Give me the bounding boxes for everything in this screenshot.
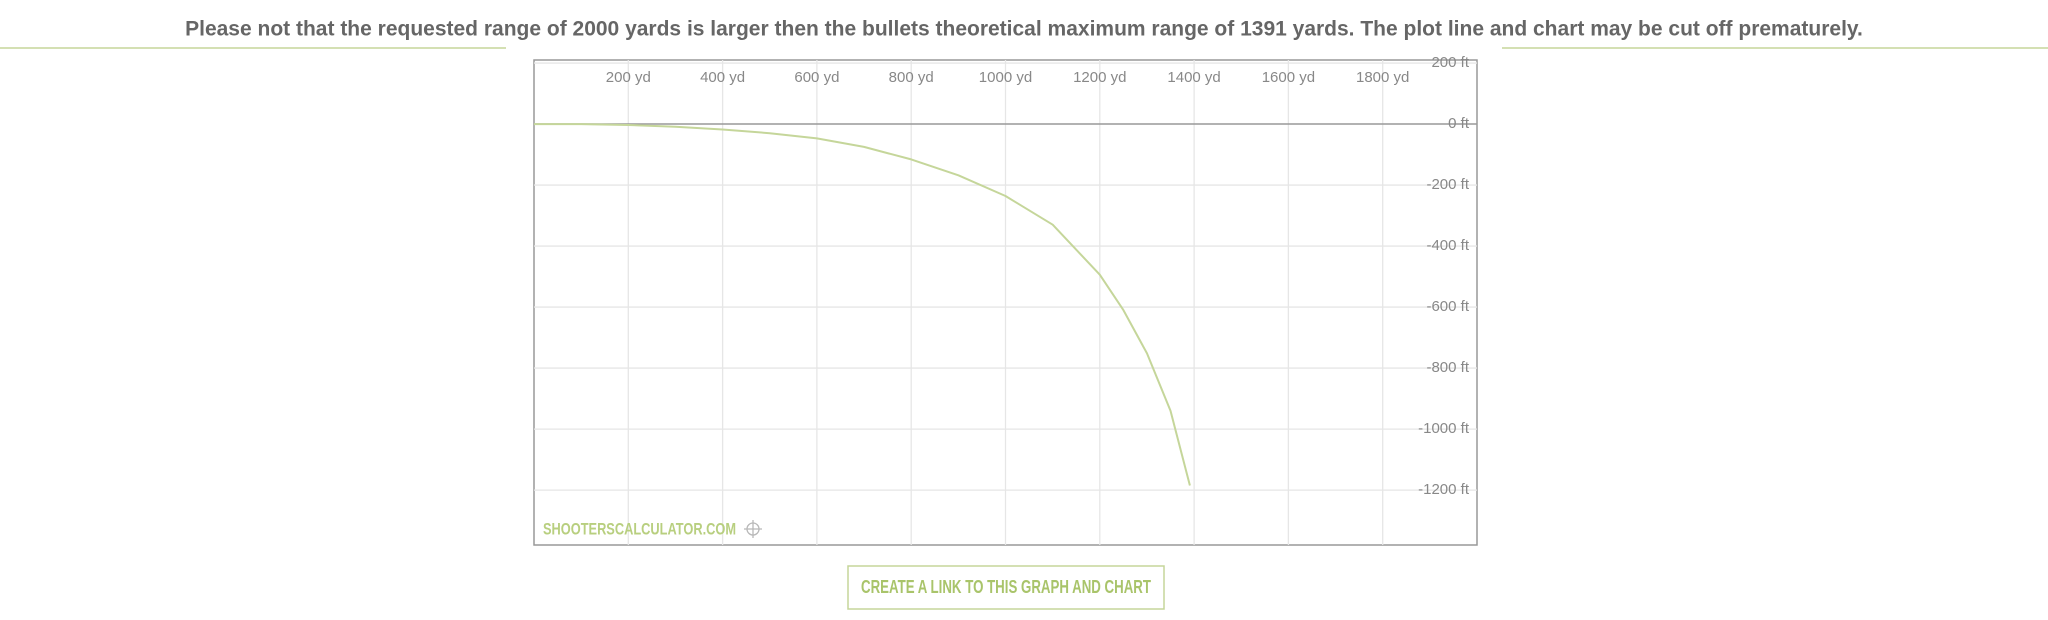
y-tick-label: 0 ft [1448,115,1470,132]
x-tick-label: 1000 yd [979,69,1032,86]
x-tick-label: 1600 yd [1262,69,1315,86]
x-tick-label: 200 yd [606,69,651,86]
y-tick-label: -1200 ft [1418,481,1470,498]
link-button-label[interactable]: CREATE A LINK TO THIS GRAPH AND CHART [861,577,1151,597]
y-tick-label: -800 ft [1426,359,1469,376]
y-tick-label: -200 ft [1426,176,1469,193]
y-tick-label: 200 ft [1431,54,1469,71]
plot: 200 yd 400 yd 600 yd 800 yd 1000 yd 1200 yd 14… [534,54,1477,545]
y-tick-label: -400 ft [1426,237,1469,254]
y-tick-label: -1000 ft [1418,420,1470,437]
trajectory-line [534,123,1191,486]
x-tick-label: 600 yd [794,69,839,86]
crosshair-icon [744,520,762,538]
x-tick-label: 800 yd [889,69,934,86]
x-tick-label: 1200 yd [1073,69,1126,86]
watermark: SHOOTERSCALCULATOR.COM [543,519,736,538]
x-tick-label: 400 yd [700,69,745,86]
warning: Please not that the requested range of 2… [185,18,1863,41]
y-tick-label: -600 ft [1426,298,1469,315]
x-tick-label: 1400 yd [1167,69,1220,86]
x-tick-label: 1800 yd [1356,69,1409,86]
link-button[interactable] [847,565,1165,610]
